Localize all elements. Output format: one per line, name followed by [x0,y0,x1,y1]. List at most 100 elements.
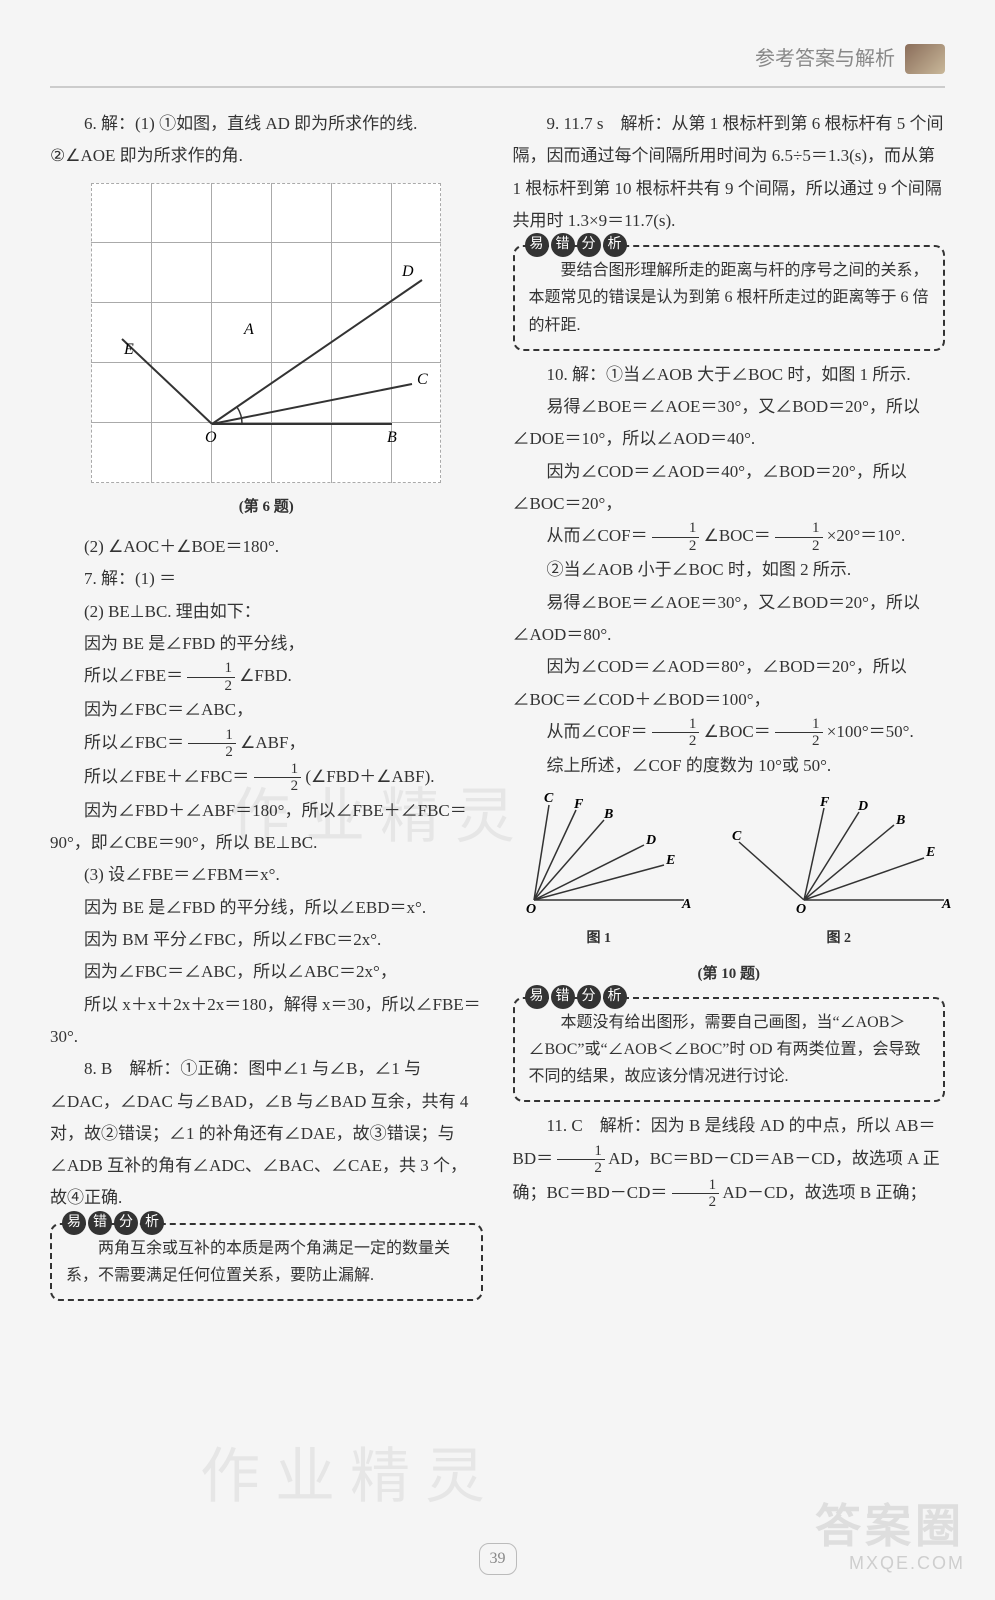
tag-bubble: 分 [577,985,601,1009]
tag-bubble: 易 [62,1211,86,1235]
svg-text:B: B [895,813,905,828]
q7-l6-pre: 所以∠FBC＝ [84,733,184,752]
q6-caption: (第 6 题) [50,493,483,522]
header-icon [905,44,945,74]
q10-l9: 综上所述，∠COF 的度数为 10°或 50°. [513,750,946,782]
header-title: 参考答案与解析 [755,40,895,78]
svg-text:D: D [645,833,656,848]
q7-l13: 所以 x＋x＋2x＋2x＝180，解得 x＝30，所以∠FBE＝30°. [50,989,483,1054]
svg-text:O: O [205,429,217,446]
svg-text:D: D [401,263,414,280]
q8-text: 8. B 解析：①正确：图中∠1 与∠B，∠1 与∠DAC，∠DAC 与∠BAD… [50,1053,483,1214]
q11-post: AD－CD，故选项 B 正确； [722,1183,926,1202]
tag-bubble: 析 [603,985,627,1009]
q7-l4-pre: 所以∠FBE＝ [84,666,183,685]
tag-bubble: 分 [114,1211,138,1235]
svg-text:C: C [732,829,742,844]
svg-text:D: D [857,799,868,814]
analysis-tag: 易 错 分 析 [525,985,627,1009]
frac-half-icon: 12 [672,1177,720,1211]
tag-bubble: 析 [603,233,627,257]
q7-l3: 因为 BE 是∠FBD 的平分线， [50,628,483,660]
q7-l1: 7. 解：(1) ＝ [50,563,483,595]
q7-l4-post: ∠FBD. [239,666,292,685]
svg-text:O: O [796,902,806,915]
svg-text:B: B [387,429,397,446]
q10-l8-mid: ∠BOC＝ [704,722,771,741]
q10-l3: 因为∠COD＝∠AOD＝40°，∠BOD＝20°，所以∠BOC＝20°， [513,456,946,521]
q10-diagrams: O A C F B D E 图 1 O [513,790,946,952]
q10-l6: 易得∠BOE＝∠AOE＝30°，又∠BOD＝20°，所以∠AOD＝80°. [513,587,946,652]
q7-l6-post: ∠ABF， [240,733,305,752]
tag-bubble: 错 [551,985,575,1009]
analysis-tag: 易 错 分 析 [62,1211,164,1235]
q10-fig1-svg: O A C F B D E [504,790,694,915]
q10-l8: 从而∠COF＝ 12 ∠BOC＝ 12 ×100°＝50°. [513,716,946,750]
analysis1-text: 两角互余或互补的本质是两个角满足一定的数量关系，不需要满足任何位置关系，要防止漏… [66,1235,467,1289]
tag-bubble: 分 [577,233,601,257]
q6-line1: 6. 解：(1) ①如图，直线 AD 即为所求作的线. [50,108,483,140]
analysis-box-3: 易 错 分 析 本题没有给出图形，需要自己画图，当“∠AOB＞∠BOC”或“∠A… [513,997,946,1103]
watermark-url: MXQE.COM [849,1546,965,1580]
q11-text: 11. C 解析：因为 B 是线段 AD 的中点，所以 AB＝BD＝ 12 AD… [513,1110,946,1210]
q10-l5: ②当∠AOB 小于∠BOC 时，如图 2 所示. [513,554,946,586]
svg-text:O: O [526,902,536,915]
right-column: 9. 11.7 s 解析：从第 1 根标杆到第 6 根标杆有 5 个间隔，因而通… [513,108,946,1309]
svg-text:A: A [243,321,254,338]
svg-text:E: E [665,853,675,868]
q10-l4-post: ×20°＝10°. [827,526,905,545]
faint-watermark: 作 业 精 灵 [200,1420,485,1534]
tag-bubble: 析 [140,1211,164,1235]
q7-l7-pre: 所以∠FBE＋∠FBC＝ [84,767,249,786]
q10-l4-mid: ∠BOC＝ [704,526,771,545]
q10-fig2: O A C F D B E 图 2 [724,790,954,952]
q7-l7-post: (∠FBD＋∠ABF). [305,767,434,786]
tag-bubble: 错 [551,233,575,257]
q10-l7: 因为∠COD＝∠AOD＝80°，∠BOD＝20°，所以∠BOC＝∠COD＋∠BO… [513,651,946,716]
frac-half-icon: 12 [652,716,700,750]
two-column-layout: 6. 解：(1) ①如图，直线 AD 即为所求作的线. ②∠AOE 即为所求作的… [50,108,945,1309]
q7-l12: 因为∠FBC＝∠ABC，所以∠ABC＝2x°， [50,956,483,988]
svg-text:A: A [941,897,951,912]
q6-line2: ②∠AOE 即为所求作的角. [50,140,483,172]
q10-l2: 易得∠BOE＝∠AOE＝30°，又∠BOD＝20°，所以∠DOE＝10°，所以∠… [513,391,946,456]
q10-fig2-svg: O A C F D B E [724,790,954,915]
frac-half-icon: 12 [557,1143,605,1177]
q9-text: 9. 11.7 s 解析：从第 1 根标杆到第 6 根标杆有 5 个间隔，因而通… [513,108,946,237]
tag-bubble: 易 [525,985,549,1009]
q6-line3: (2) ∠AOC＋∠BOE＝180°. [50,531,483,563]
page-number: 39 [479,1543,517,1575]
frac-half-icon: 12 [775,716,823,750]
svg-text:F: F [819,795,830,810]
q10-l8-pre: 从而∠COF＝ [547,722,648,741]
q7-l2: (2) BE⊥BC. 理由如下： [50,596,483,628]
analysis-box-1: 易 错 分 析 两角互余或互补的本质是两个角满足一定的数量关系，不需要满足任何位… [50,1223,483,1301]
q10-l1: 10. 解：①当∠AOB 大于∠BOC 时，如图 1 所示. [513,359,946,391]
frac-half-icon: 12 [775,520,823,554]
analysis-box-2: 易 错 分 析 要结合图形理解所走的距离与杆的序号之间的关系，本题常见的错误是认… [513,245,946,351]
frac-half-icon: 12 [652,520,700,554]
analysis-tag: 易 错 分 析 [525,233,627,257]
q7-l7: 所以∠FBE＋∠FBC＝ 12 (∠FBD＋∠ABF). [50,761,483,795]
frac-half-icon: 12 [254,761,302,795]
svg-text:C: C [417,371,428,388]
fig2-label: 图 2 [724,926,954,953]
q7-l4: 所以∠FBE＝ 12 ∠FBD. [50,660,483,694]
svg-text:B: B [603,807,613,822]
q7-l8: 因为∠FBD＋∠ABF＝180°，所以∠FBE＋∠FBC＝90°，即∠CBE＝9… [50,795,483,860]
svg-text:C: C [544,791,554,806]
q7-l9: (3) 设∠FBE＝∠FBM＝x°. [50,859,483,891]
analysis3-text: 本题没有给出图形，需要自己画图，当“∠AOB＞∠BOC”或“∠AOB＜∠BOC”… [529,1009,930,1091]
fig1-label: 图 1 [504,926,694,953]
q7-l5: 因为∠FBC＝∠ABC， [50,694,483,726]
q10-l4-pre: 从而∠COF＝ [547,526,648,545]
q7-l6: 所以∠FBC＝ 12 ∠ABF， [50,727,483,761]
svg-text:F: F [573,797,584,812]
frac-half-icon: 12 [187,660,235,694]
svg-text:E: E [925,845,935,860]
analysis2-text: 要结合图形理解所走的距离与杆的序号之间的关系，本题常见的错误是认为到第 6 根杆… [529,257,930,339]
q10-l4: 从而∠COF＝ 12 ∠BOC＝ 12 ×20°＝10°. [513,520,946,554]
svg-text:E: E [123,341,134,358]
svg-text:A: A [681,897,691,912]
page-header: 参考答案与解析 [50,40,945,88]
